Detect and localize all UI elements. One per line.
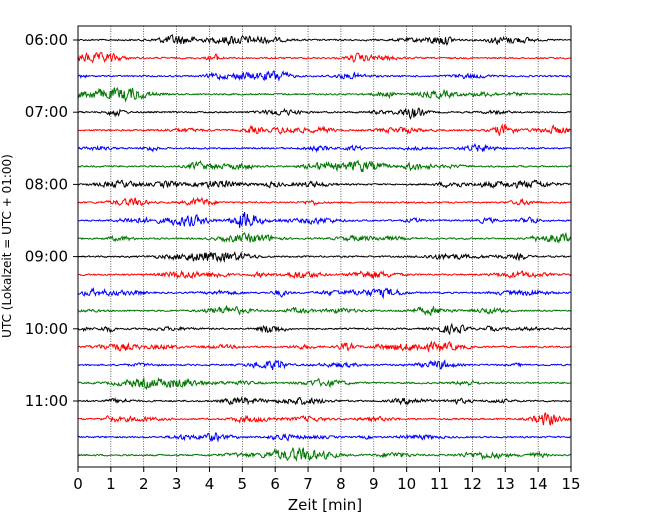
y-axis-label: UTC (Lokalzeit = UTC + 01:00) [0, 154, 14, 338]
seismic-trace [77, 107, 571, 120]
x-tick-label: 15 [561, 475, 580, 493]
seismic-trace [77, 340, 572, 353]
seismic-trace [77, 51, 571, 64]
seismic-trace [77, 446, 571, 462]
x-tick-label: 8 [336, 475, 346, 493]
seismic-trace [77, 304, 572, 317]
x-tick-label: 1 [106, 475, 116, 493]
y-tick-label: 07:00 [25, 103, 68, 121]
seismic-trace [77, 251, 571, 263]
x-tick-label: 5 [238, 475, 248, 493]
x-tick-label: 9 [369, 475, 379, 493]
x-tick-label: 7 [303, 475, 313, 493]
x-tick-label: 11 [430, 475, 449, 493]
y-tick-label: 09:00 [25, 248, 68, 266]
x-tick-label: 0 [73, 475, 83, 493]
y-tick-label: 10:00 [25, 320, 68, 338]
seismic-trace [77, 34, 572, 47]
seismic-trace [77, 143, 572, 154]
y-tick-label: 11:00 [25, 392, 68, 410]
x-tick-label: 13 [496, 475, 515, 493]
seismic-trace [77, 322, 572, 336]
seismic-trace [77, 376, 571, 391]
x-tick-label: 3 [172, 475, 182, 493]
seismic-trace [77, 286, 571, 300]
x-tick-label: 6 [270, 475, 280, 493]
y-tick-label: 06:00 [25, 31, 68, 49]
seismic-trace [77, 211, 572, 228]
seismic-trace [77, 431, 571, 443]
x-axis-label: Zeit [min] [288, 496, 362, 514]
vertical-gridlines [110, 26, 539, 467]
x-tick-label: 10 [397, 475, 416, 493]
plot-frame [77, 25, 572, 468]
x-axis-ticks: 0 1 2 3 4 5 6 7 8 9 10 11 12 13 14 15 [73, 467, 581, 493]
seismic-traces [77, 34, 572, 462]
y-axis-ticks: 06:00 07:00 08:00 09:00 10:00 11:00 [25, 31, 78, 410]
seismic-trace [77, 70, 571, 82]
x-tick-label: 2 [139, 475, 149, 493]
x-tick-label: 12 [463, 475, 482, 493]
seismic-trace [77, 123, 572, 136]
seismic-trace [77, 179, 571, 190]
seismic-trace [77, 159, 572, 173]
seismic-trace [77, 359, 571, 370]
seismic-trace [77, 395, 571, 407]
seismic-trace [77, 231, 572, 245]
seismic-trace [77, 86, 571, 103]
y-tick-label: 08:00 [25, 175, 68, 193]
seismic-trace [77, 412, 572, 426]
seismic-trace [77, 269, 572, 280]
seismic-trace [77, 196, 572, 207]
x-tick-label: 4 [205, 475, 215, 493]
x-tick-label: 14 [529, 475, 548, 493]
